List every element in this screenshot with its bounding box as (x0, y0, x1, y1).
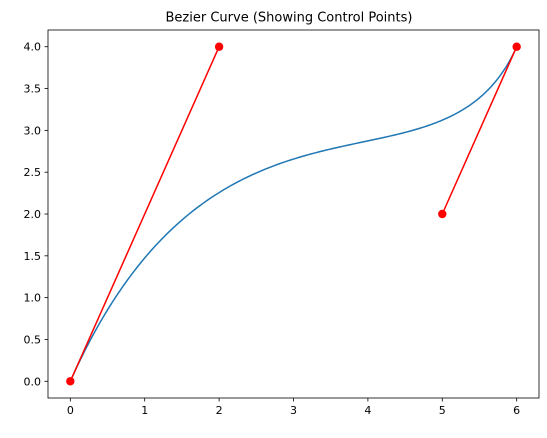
x-tick-label: 6 (513, 404, 520, 417)
x-tick-label: 3 (290, 404, 297, 417)
y-tick-label: 4.0 (24, 41, 42, 54)
x-tick-label: 4 (364, 404, 371, 417)
control-point-marker (512, 42, 521, 51)
chart-title: Bezier Curve (Showing Control Points) (166, 11, 413, 26)
y-tick-label: 1.5 (24, 250, 42, 263)
x-tick-label: 5 (439, 404, 446, 417)
y-tick-label: 0.0 (24, 375, 42, 388)
y-tick-label: 1.0 (24, 292, 42, 305)
plot-content (66, 42, 521, 386)
y-tick-label: 3.5 (24, 83, 42, 96)
y-tick-label: 3.0 (24, 124, 42, 137)
control-handle-line (69, 46, 220, 382)
y-tick-label: 2.0 (24, 208, 42, 221)
control-point-marker (214, 42, 224, 51)
x-axis: 0 1 2 3 4 5 6 (67, 398, 520, 417)
plot-frame (47, 29, 540, 399)
x-tick-label: 0 (67, 404, 74, 417)
y-tick-label: 0.5 (24, 333, 42, 346)
y-axis: 0.0 0.5 1.0 1.5 2.0 2.5 3.0 3.5 4.0 (24, 41, 48, 388)
bezier-curve-line (69, 46, 518, 382)
x-tick-label: 1 (141, 404, 148, 417)
control-handle-line (441, 46, 518, 215)
x-tick-label: 2 (216, 404, 223, 417)
y-tick-label: 2.5 (24, 166, 42, 179)
control-point-marker (438, 209, 447, 219)
control-point-marker (66, 377, 75, 386)
